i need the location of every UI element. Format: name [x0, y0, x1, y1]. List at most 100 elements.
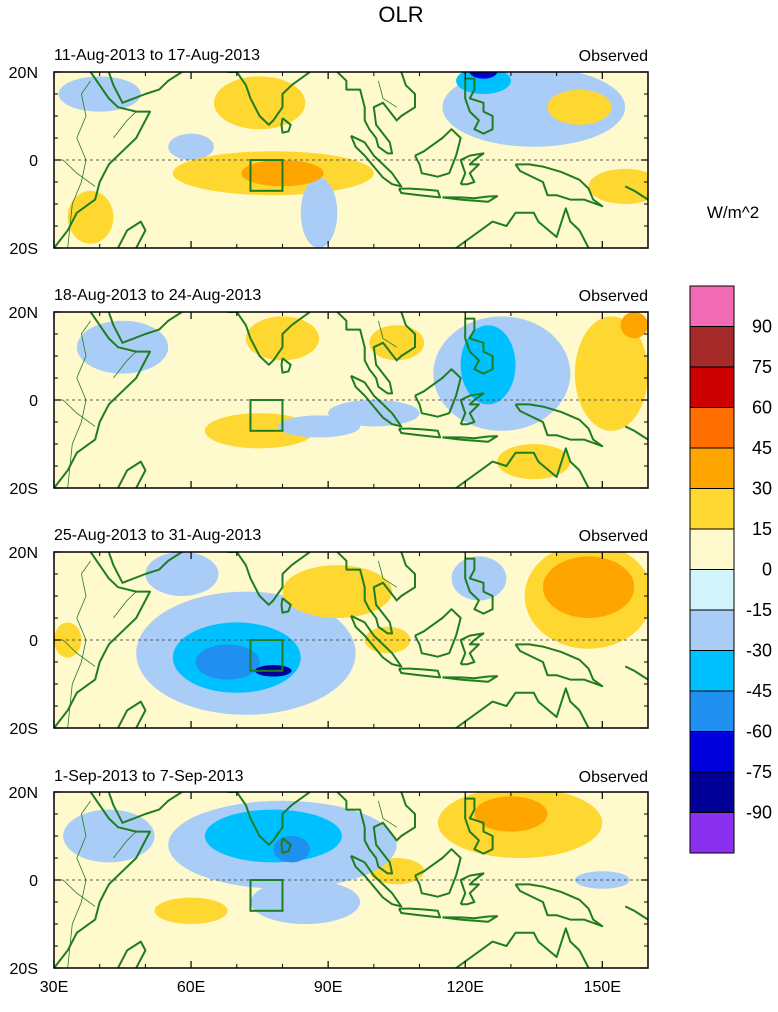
- colorbar-level-label: -60: [746, 722, 772, 742]
- anomaly-cell: [58, 76, 141, 112]
- colorbar-level-label: 90: [752, 317, 772, 337]
- study-region-box: [249, 879, 284, 912]
- colorbar-swatch: [689, 366, 735, 408]
- coastline: [514, 403, 604, 448]
- anomaly-cell: [67, 190, 114, 244]
- coastline: [54, 792, 151, 968]
- colorbar-swatch: [689, 812, 735, 854]
- anomaly-cell: [574, 316, 648, 431]
- panel-3-observed-label: Observed: [579, 528, 648, 545]
- anomaly-cell: [63, 809, 155, 863]
- anomaly-field: [63, 792, 630, 924]
- coastline: [624, 425, 648, 441]
- coastline: [468, 290, 473, 303]
- coastlines: [54, 50, 648, 248]
- colorbar-units-label: W/m^2: [707, 203, 759, 222]
- panel-4-observed-label: Observed: [579, 769, 648, 786]
- colorbar-swatch: [689, 528, 735, 570]
- coastline: [459, 392, 485, 426]
- anomaly-cell: [469, 72, 498, 79]
- coastline: [117, 220, 147, 248]
- coastline: [227, 792, 311, 846]
- border: [113, 831, 137, 859]
- figure-title: OLR: [378, 2, 423, 27]
- colorbar-level-label: -45: [746, 681, 772, 701]
- coastline: [398, 427, 442, 439]
- border: [67, 320, 91, 488]
- colorbar-swatch: [689, 771, 735, 813]
- coastline: [398, 907, 442, 919]
- coastline: [54, 552, 151, 728]
- coastline: [280, 837, 292, 854]
- border: [113, 591, 137, 619]
- anomaly-cell: [213, 76, 306, 130]
- coastline: [414, 368, 462, 418]
- coastline: [468, 50, 473, 63]
- anomaly-cell: [145, 552, 219, 596]
- anomaly-cell: [497, 444, 571, 480]
- colorbar-level-label: 60: [752, 398, 772, 418]
- colorbar-swatch: [689, 407, 735, 449]
- colorbar-level-label: 30: [752, 479, 772, 499]
- coastline: [227, 552, 311, 606]
- y-tick-label: 20N: [9, 545, 38, 562]
- panel-1-observed-label: Observed: [579, 48, 648, 65]
- x-tick-label: 120E: [447, 979, 484, 996]
- border: [305, 552, 307, 553]
- coastline: [117, 460, 147, 488]
- y-tick-label: 0: [29, 873, 38, 890]
- panel-4-date-range: 1-Sep-2013 to 7-Sep-2013: [54, 768, 244, 785]
- colorbar-level-label: -75: [746, 762, 772, 782]
- panel-2-map: 20N 0 20S: [9, 290, 649, 498]
- coastline: [336, 552, 416, 635]
- coastline: [350, 374, 403, 428]
- y-tick-label: 20S: [10, 241, 38, 258]
- y-tick-label: 20N: [9, 65, 38, 82]
- panel-3-map: 20N 0 20S: [9, 545, 649, 738]
- border: [67, 80, 91, 248]
- coastline: [350, 614, 403, 668]
- coastline: [464, 797, 494, 855]
- x-tick-label: 150E: [584, 979, 621, 996]
- coastline: [459, 632, 485, 666]
- border: [305, 792, 307, 793]
- colorbar-level-label: 75: [752, 357, 772, 377]
- border: [378, 320, 397, 348]
- coastline: [624, 665, 648, 681]
- panel-2-date-range: 18-Aug-2013 to 24-Aug-2013: [54, 287, 261, 304]
- border: [62, 399, 96, 427]
- colorbar-swatch: [689, 731, 735, 773]
- coastline: [514, 883, 604, 928]
- colorbar: 90 75 60 45 30 15 0 -15 -30 -45 -60 -75 -90: [689, 285, 772, 854]
- coastlines: [54, 290, 648, 488]
- panel-1-date-range: 11-Aug-2013 to 17-Aug-2013: [54, 47, 260, 64]
- colorbar-level-label: 0: [762, 560, 772, 580]
- border: [62, 879, 96, 907]
- coastline: [459, 872, 485, 906]
- y-tick-label: 0: [29, 153, 38, 170]
- panel-3-date-range: 25-Aug-2013 to 31-Aug-2013: [54, 527, 261, 544]
- coastline: [350, 134, 403, 188]
- coastline: [117, 700, 147, 728]
- coastline: [468, 770, 473, 783]
- colorbar-swatch: [689, 326, 735, 368]
- y-tick-label: 20S: [10, 481, 38, 498]
- border: [62, 639, 96, 667]
- anomaly-cell: [282, 565, 393, 618]
- coastline: [280, 597, 292, 614]
- anomaly-cell: [620, 312, 648, 339]
- study-region-box: [249, 639, 284, 672]
- coastline: [350, 854, 403, 908]
- panel-2: 18-Aug-2013 to 24-Aug-2013 Observed 20N 0…: [9, 287, 649, 498]
- coastline: [117, 940, 147, 968]
- coastline: [398, 187, 442, 199]
- border: [378, 800, 397, 828]
- coastline: [442, 675, 499, 683]
- coastline: [453, 927, 590, 968]
- coastline: [442, 435, 499, 443]
- y-tick-label: 0: [29, 393, 38, 410]
- panel-3: 25-Aug-2013 to 31-Aug-2013 Observed 20N 0…: [9, 527, 649, 738]
- y-tick-label: 20N: [9, 305, 38, 322]
- y-tick-label: 20S: [10, 961, 38, 978]
- colorbar-level-label: 45: [752, 438, 772, 458]
